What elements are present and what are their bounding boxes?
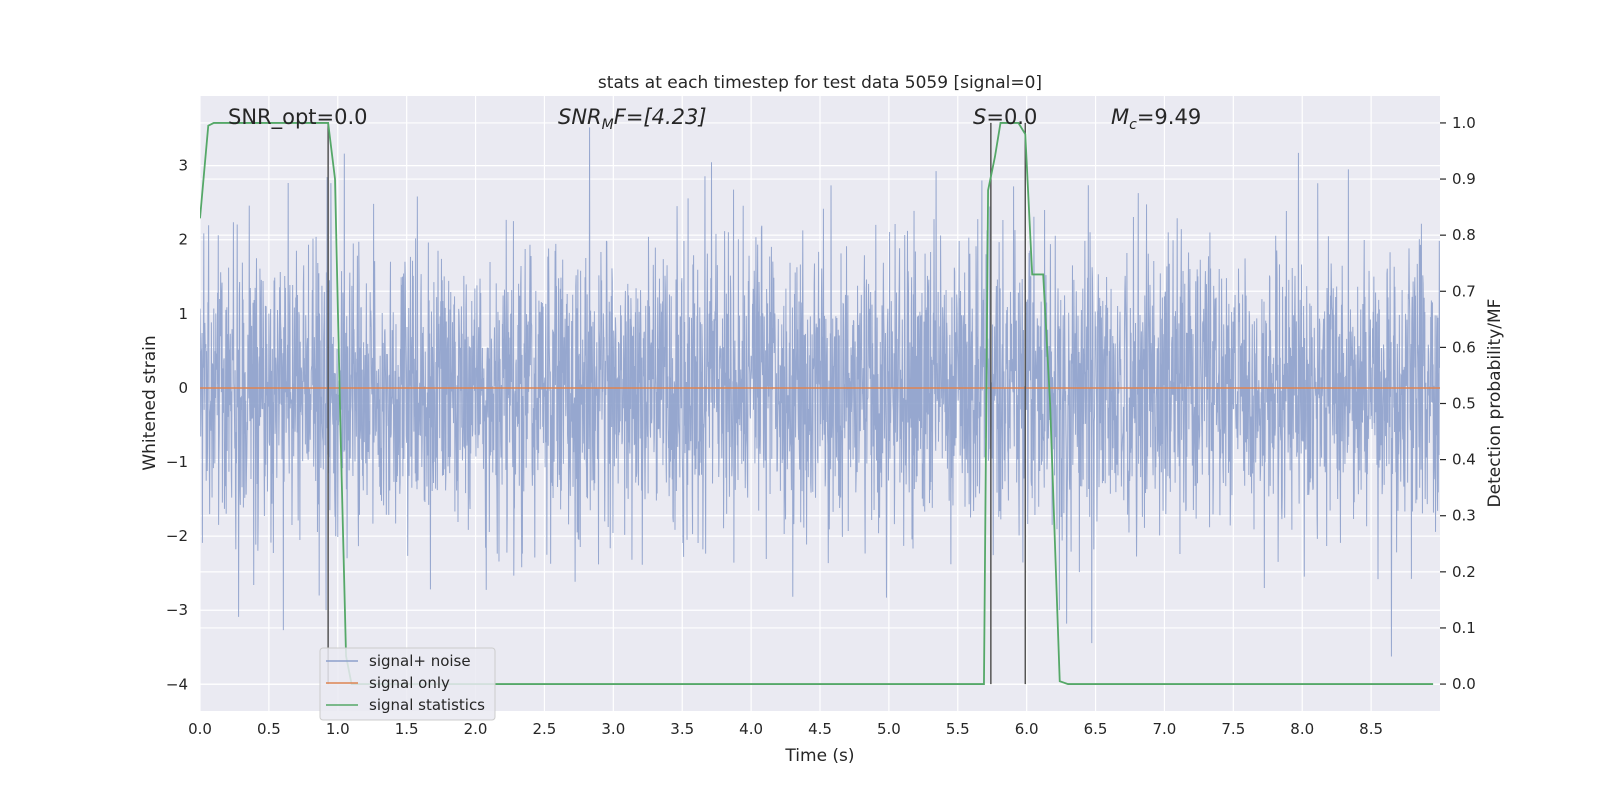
annotation-mc: Mc=9.49 (1111, 105, 1201, 133)
y-tick-label-right: 1.0 (1452, 114, 1476, 132)
vertical-markers (327, 122, 1027, 685)
x-axis-label: Time (s) (784, 746, 854, 766)
annotation-snr-opt: SNR_opt=0.0 (228, 105, 368, 130)
right-y-axis-ticks: 1.0 0.9 0.8 0.7 0.6 0.5 0.4 0.3 0.2 0.1 0.0 (1440, 114, 1476, 693)
legend-label-signal-statistics: signal statistics (369, 696, 485, 714)
x-tick-label: 8.0 (1290, 720, 1314, 738)
x-tick-label: 6.0 (1015, 720, 1039, 738)
y-tick-label-left: −2 (166, 527, 188, 545)
x-tick-label: 6.5 (1084, 720, 1108, 738)
x-tick-label: 1.0 (326, 720, 350, 738)
left-y-axis-ticks: 3 2 1 0 −1 −2 −3 −4 (166, 157, 188, 694)
x-tick-label: 7.0 (1153, 720, 1177, 738)
y-tick-label-left: −1 (166, 453, 188, 471)
x-tick-label: 2.0 (464, 720, 488, 738)
x-tick-label: 1.5 (395, 720, 419, 738)
x-tick-label: 7.5 (1221, 720, 1245, 738)
y-tick-label-right: 0.4 (1452, 451, 1476, 469)
x-tick-label: 0.0 (188, 720, 212, 738)
legend-label-signal-noise: signal+ noise (369, 652, 471, 670)
y-tick-label-left: 2 (178, 231, 188, 249)
y-axis-label-right: Detection probability/MF (1485, 299, 1505, 508)
y-axis-label-left: Whitened strain (140, 335, 160, 470)
y-tick-label-left: −4 (166, 675, 188, 693)
y-tick-label-left: 0 (178, 379, 188, 397)
x-tick-label: 8.5 (1359, 720, 1383, 738)
x-tick-label: 5.5 (946, 720, 970, 738)
annotation-snr-mf: SNRMF=[4.23] (558, 105, 707, 133)
legend-label-signal-only: signal only (369, 674, 450, 692)
signal-noise-line (200, 127, 1440, 657)
chart-title: stats at each timestep for test data 505… (598, 73, 1042, 93)
y-tick-label-left: 3 (178, 157, 188, 175)
signal-statistics-series (200, 122, 1434, 685)
legend: signal+ noise signal only signal statist… (319, 647, 496, 721)
y-tick-label-left: −3 (166, 601, 188, 619)
x-axis-ticks: 0.0 0.5 1.0 1.5 2.0 2.5 3.0 3.5 4.0 4.5 5.0 5.5 6.0 6… (188, 720, 1383, 738)
y-tick-label-right: 0.0 (1452, 675, 1476, 693)
x-tick-label: 4.0 (739, 720, 763, 738)
signal-statistics-line (200, 122, 1434, 685)
legend-box (319, 647, 496, 721)
y-tick-label-right: 0.7 (1452, 282, 1476, 300)
y-tick-label-right: 0.1 (1452, 619, 1476, 637)
x-tick-label: 0.5 (257, 720, 281, 738)
y-tick-label-right: 0.2 (1452, 563, 1476, 581)
y-tick-label-right: 0.3 (1452, 507, 1476, 525)
signal-noise-series (200, 127, 1440, 657)
x-tick-label: 3.0 (601, 720, 625, 738)
y-tick-label-right: 0.8 (1452, 226, 1476, 244)
x-tick-label: 3.5 (670, 720, 694, 738)
y-tick-label-right: 0.5 (1452, 395, 1476, 413)
x-tick-label: 4.5 (808, 720, 832, 738)
x-tick-label: 5.0 (877, 720, 901, 738)
x-tick-label: 2.5 (533, 720, 557, 738)
annotation-s: S=0.0 (973, 105, 1037, 129)
y-tick-label-right: 0.9 (1452, 170, 1476, 188)
y-tick-label-left: 1 (178, 305, 188, 323)
y-tick-label-right: 0.6 (1452, 338, 1476, 356)
